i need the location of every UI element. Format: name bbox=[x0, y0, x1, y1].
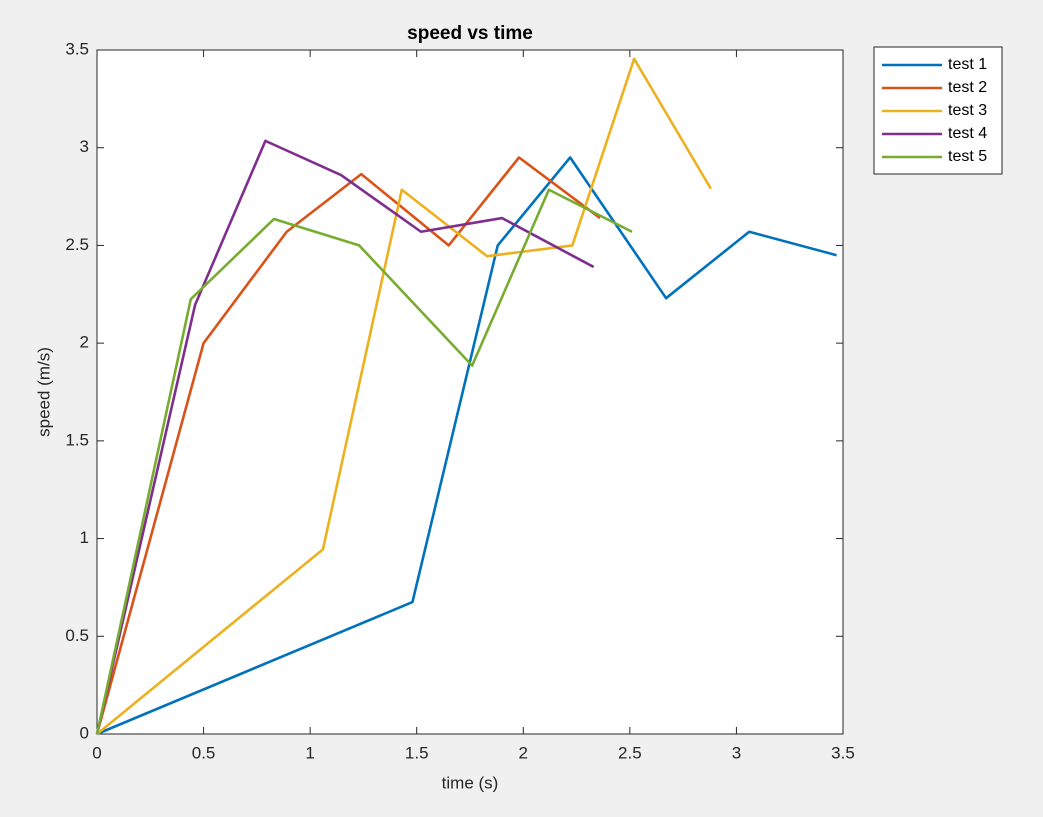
x-tick-label: 3 bbox=[732, 743, 741, 762]
series-line bbox=[96, 57, 712, 736]
legend-label: test 4 bbox=[948, 125, 987, 142]
x-tick-label: 0 bbox=[92, 743, 101, 762]
axes-box bbox=[96, 49, 844, 735]
y-tick-label: 0 bbox=[80, 723, 89, 742]
series-line bbox=[95, 139, 595, 735]
legend-label: test 1 bbox=[948, 56, 987, 73]
y-tick-label: 3.5 bbox=[65, 39, 89, 58]
legend-label: test 3 bbox=[948, 102, 987, 119]
y-tick-label: 1 bbox=[80, 528, 89, 547]
x-tick-label: 2 bbox=[519, 743, 528, 762]
y-axis-label: speed (m/s) bbox=[34, 347, 53, 437]
legend: test 1 test 2 test 3 test 4 test 5 bbox=[873, 46, 1003, 175]
legend-label: test 2 bbox=[948, 79, 987, 96]
legend-label: test 5 bbox=[948, 148, 987, 165]
y-tick-label: 3 bbox=[80, 137, 89, 156]
x-tick-label: 1.5 bbox=[405, 743, 429, 762]
series-line bbox=[95, 188, 633, 735]
y-tick-label: 2 bbox=[80, 333, 89, 352]
y-tick-label: 0.5 bbox=[65, 626, 89, 645]
chart-title: speed vs time bbox=[407, 23, 533, 44]
series-line bbox=[96, 156, 837, 736]
x-tick-label: 3.5 bbox=[831, 743, 855, 762]
series-line bbox=[95, 156, 601, 735]
y-tick-label: 2.5 bbox=[65, 235, 89, 254]
plot-area bbox=[97, 50, 843, 734]
x-tick-label: 1 bbox=[305, 743, 314, 762]
x-tick-label: 2.5 bbox=[618, 743, 642, 762]
y-tick-label: 1.5 bbox=[65, 430, 89, 449]
x-tick-label: 0.5 bbox=[192, 743, 216, 762]
x-axis-label: time (s) bbox=[442, 773, 499, 792]
